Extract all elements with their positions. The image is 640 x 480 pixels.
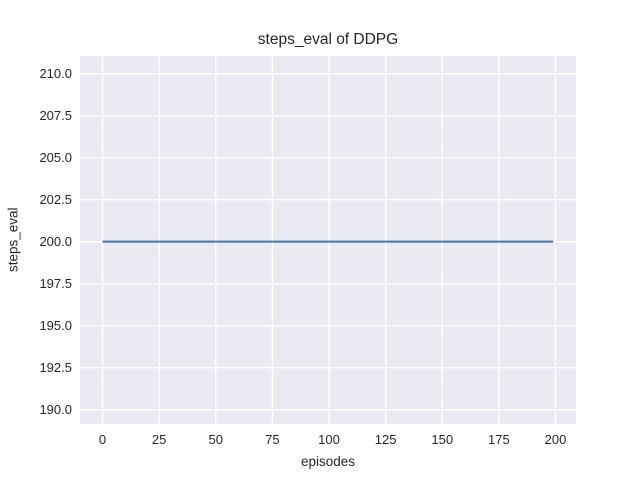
y-tick-label: 200.0 [39,233,72,249]
y-tick-label: 195.0 [39,317,72,333]
x-tick-label: 0 [98,432,107,447]
x-tick-label: 100 [318,432,340,447]
plot-canvas [80,56,576,424]
x-tick-label: 25 [151,432,167,447]
x-tick-label: 200 [544,432,567,447]
y-tick-label: 197.5 [39,275,72,291]
x-tick-label: 75 [265,432,280,447]
x-tick-label: 150 [431,432,454,447]
plot-area [80,56,576,424]
x-tick-label: 175 [488,432,510,447]
y-tick-label: 190.0 [39,401,72,417]
y-tick-label: 192.5 [39,359,72,375]
x-tick-label: 50 [208,432,223,447]
chart-title: steps_eval of DDPG [257,31,399,48]
y-tick-label: 210.0 [39,65,72,81]
plot-background [80,56,576,424]
y-tick-label: 207.5 [39,107,72,123]
y-tick-label: 202.5 [39,191,72,207]
y-tick-label: 205.0 [39,149,72,165]
x-axis-label: episodes [300,454,356,469]
x-tick-label: 125 [374,432,397,447]
